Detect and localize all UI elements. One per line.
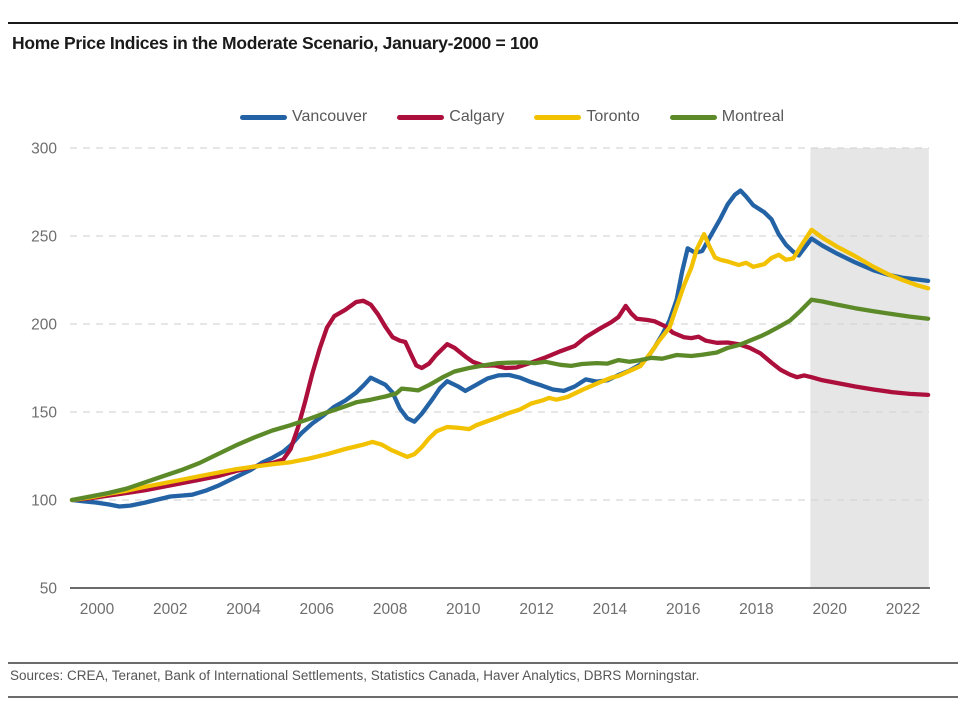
toronto-line-swatch bbox=[534, 114, 582, 120]
footer-rule-top bbox=[8, 662, 958, 664]
legend-label-montreal: Montreal bbox=[721, 108, 785, 125]
x-axis-tick-label: 2022 bbox=[886, 601, 920, 618]
y-axis-tick-label: 50 bbox=[40, 581, 58, 598]
footer-rule-bottom bbox=[8, 696, 958, 698]
series-toronto bbox=[69, 227, 931, 503]
legend-item-toronto: Toronto bbox=[534, 108, 640, 126]
calgary-line-swatch bbox=[397, 114, 445, 120]
x-axis-labels: 2000 2002 2004 2006 2008 2010 2012 2014 2016 2018… bbox=[80, 601, 920, 618]
x-axis-tick-label: 2006 bbox=[300, 601, 334, 618]
montreal-line-swatch bbox=[669, 114, 717, 120]
legend-item-calgary: Calgary bbox=[397, 108, 504, 126]
x-axis-tick-label: 2018 bbox=[739, 601, 773, 618]
y-axis-tick-label: 100 bbox=[31, 493, 57, 510]
legend-label-toronto: Toronto bbox=[586, 108, 640, 125]
series-calgary bbox=[69, 298, 931, 503]
x-axis-tick-label: 2012 bbox=[519, 601, 553, 618]
forecast-region bbox=[810, 148, 929, 588]
y-axis-labels: 300 250 200 150 100 50 bbox=[31, 141, 57, 598]
x-axis-tick-label: 2014 bbox=[593, 601, 628, 618]
chart-title: Home Price Indices in the Moderate Scena… bbox=[12, 33, 539, 53]
gridlines bbox=[70, 147, 929, 501]
x-axis-tick-label: 2010 bbox=[446, 601, 481, 618]
legend-label-vancouver: Vancouver bbox=[291, 108, 368, 125]
series-lines bbox=[69, 188, 931, 509]
vancouver-line-swatch bbox=[239, 114, 287, 120]
x-axis-tick-label: 2016 bbox=[666, 601, 700, 618]
chart-legend: Vancouver Calgary Toronto Montreal bbox=[28, 108, 968, 126]
y-axis-tick-label: 150 bbox=[31, 405, 57, 422]
y-axis-tick-label: 300 bbox=[31, 141, 57, 158]
series-vancouver bbox=[69, 188, 931, 509]
x-axis-tick-label: 2000 bbox=[80, 601, 115, 618]
x-axis-tick-label: 2020 bbox=[812, 601, 847, 618]
y-axis-tick-label: 200 bbox=[31, 317, 57, 334]
series-montreal bbox=[69, 297, 931, 503]
y-axis-tick-label: 250 bbox=[31, 229, 57, 246]
x-axis-tick-label: 2008 bbox=[373, 601, 407, 618]
x-axis-tick-label: 2002 bbox=[153, 601, 187, 618]
source-note: Sources: CREA, Teranet, Bank of Internat… bbox=[10, 668, 700, 683]
top-rule bbox=[8, 22, 958, 24]
legend-item-montreal: Montreal bbox=[669, 108, 785, 126]
x-axis-tick-label: 2004 bbox=[226, 601, 261, 618]
legend-item-vancouver: Vancouver bbox=[239, 108, 368, 126]
legend-label-calgary: Calgary bbox=[449, 108, 505, 125]
